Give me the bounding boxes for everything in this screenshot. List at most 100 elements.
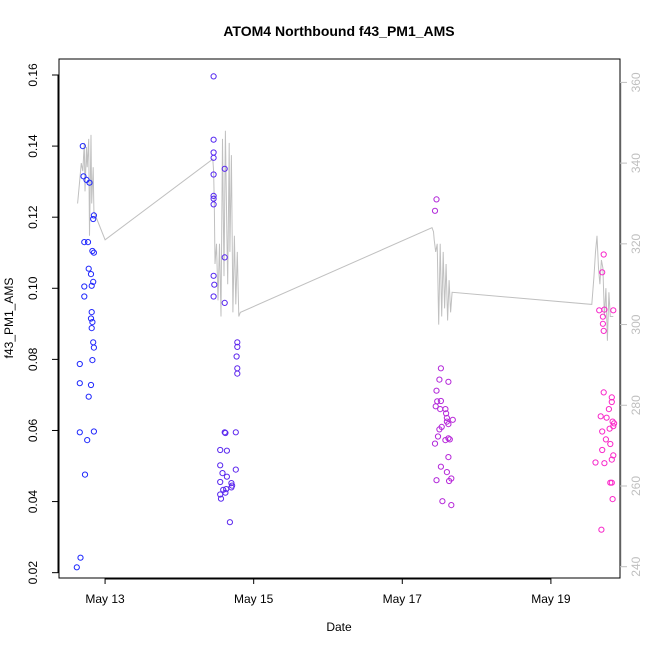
data-point [600, 389, 607, 396]
x-tick-label: May 19 [531, 592, 571, 606]
data-point [86, 179, 93, 186]
y2-tick-label: 320 [629, 234, 643, 254]
data-point [599, 446, 606, 454]
y2-tick-label: 300 [629, 314, 643, 334]
data-point [433, 196, 440, 203]
data-point [221, 254, 228, 261]
data-point [232, 466, 239, 473]
data-point [88, 282, 95, 289]
data-point [89, 357, 96, 364]
data-point [597, 413, 604, 420]
data-point [596, 307, 603, 314]
data-point [79, 143, 86, 150]
data-point [222, 489, 229, 496]
data-point [210, 171, 217, 178]
data-point [81, 239, 88, 246]
data-point [445, 435, 452, 442]
data-point [81, 283, 88, 290]
data-point [605, 406, 613, 413]
data-point [436, 426, 443, 433]
data-point [599, 428, 606, 435]
data-point [87, 271, 95, 278]
data-point [87, 315, 95, 322]
data-point [210, 192, 217, 199]
data-point [442, 406, 449, 413]
data-point [217, 462, 224, 469]
x-tick-label: May 13 [85, 592, 125, 606]
data-point [431, 440, 439, 447]
data-point [443, 414, 450, 422]
data-point [87, 381, 95, 389]
data-point [234, 370, 241, 377]
data-point [221, 429, 228, 436]
data-point [210, 293, 217, 300]
data-point [434, 433, 442, 440]
data-point [76, 429, 83, 436]
data-point [217, 491, 224, 498]
data-point [445, 421, 452, 428]
data-point [609, 418, 616, 425]
chart-title: ATOM4 Northbound f43_PM1_AMS [223, 23, 454, 39]
data-point [219, 470, 226, 477]
y-tick-label: 0.14 [26, 134, 40, 158]
data-point [234, 365, 241, 372]
data-point [81, 293, 88, 300]
data-point [233, 353, 240, 360]
data-point [211, 281, 218, 288]
data-point [85, 265, 92, 272]
y2-tick-label: 280 [629, 395, 643, 415]
data-point [433, 387, 440, 394]
y-tick-label: 0.06 [26, 418, 40, 442]
plot-frame [58, 58, 621, 579]
data-point [608, 394, 615, 401]
data-point [445, 378, 452, 385]
data-point [85, 393, 92, 400]
data-point [73, 564, 80, 571]
data-point [608, 479, 615, 486]
data-point [228, 484, 235, 491]
data-point [602, 436, 610, 443]
data-point [610, 307, 617, 314]
data-point [210, 73, 217, 80]
data-point [445, 454, 452, 461]
data-point [89, 319, 96, 326]
data-point [433, 477, 440, 484]
data-point [442, 437, 449, 444]
data-point [599, 269, 606, 276]
data-point [611, 420, 618, 427]
x-tick-label: May 15 [234, 592, 274, 606]
data-point [232, 429, 239, 436]
y2-tick-label: 260 [629, 476, 643, 496]
data-point [601, 460, 608, 467]
data-point [437, 406, 444, 413]
data-point [608, 398, 615, 406]
data-point [601, 306, 608, 313]
data-point [88, 309, 95, 316]
y-tick-label: 0.10 [26, 276, 40, 300]
data-point [221, 299, 228, 306]
y-tick-label: 0.16 [26, 63, 40, 87]
data-point [437, 397, 444, 405]
y2-tick-label: 340 [629, 153, 643, 173]
data-point [226, 519, 233, 526]
data-point [607, 440, 614, 448]
data-point [217, 478, 224, 486]
data-point [210, 149, 217, 156]
secondary-series [77, 130, 614, 341]
y-axis-label: f43_PM1_AMS [2, 278, 16, 359]
data-point [448, 502, 455, 509]
data-point [234, 343, 241, 350]
data-point [223, 486, 230, 493]
data-point [600, 251, 607, 258]
y-tick-label: 0.12 [26, 205, 40, 229]
data-point [77, 554, 84, 561]
data-point [84, 437, 91, 444]
data-point [437, 463, 444, 470]
data-points [73, 73, 618, 571]
data-point [599, 313, 607, 320]
y-tick-label: 0.04 [26, 490, 40, 514]
x-tick-label: May 17 [383, 592, 423, 606]
data-point [609, 496, 616, 503]
data-point [608, 456, 615, 463]
